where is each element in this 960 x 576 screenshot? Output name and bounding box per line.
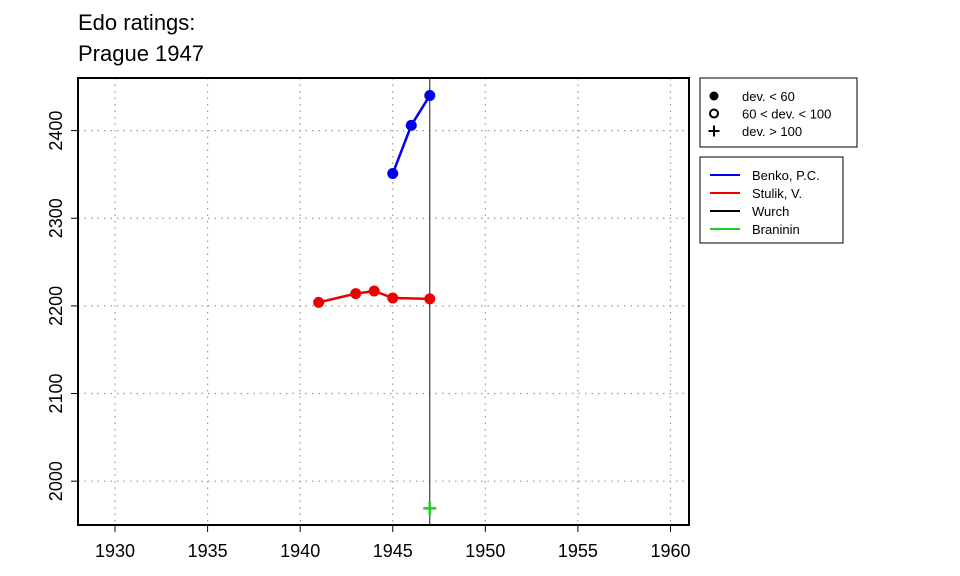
y-axis: 2000 2100 2200 2300 2400 bbox=[46, 111, 78, 501]
y-tick-label: 2400 bbox=[46, 111, 66, 151]
y-tick-label: 2100 bbox=[46, 374, 66, 414]
data-point-plus bbox=[423, 501, 437, 515]
y-tick-label: 2200 bbox=[46, 286, 66, 326]
data-point bbox=[313, 296, 325, 308]
x-tick-label: 1930 bbox=[95, 541, 135, 561]
marker-legend-label: dev. > 100 bbox=[742, 124, 802, 139]
y-tick-label: 2000 bbox=[46, 461, 66, 501]
grid-lines bbox=[78, 78, 689, 525]
series-legend-label: Braninin bbox=[752, 222, 800, 237]
chart-title-line-2: Prague 1947 bbox=[78, 41, 204, 66]
data-point bbox=[387, 168, 399, 180]
legend-plus-icon bbox=[708, 125, 720, 137]
x-axis: 1930 1935 1940 1945 1950 1955 1960 bbox=[95, 525, 691, 561]
x-tick-label: 1955 bbox=[558, 541, 598, 561]
data-point bbox=[405, 119, 417, 131]
series-legend-label: Benko, P.C. bbox=[752, 168, 820, 183]
data-point bbox=[350, 288, 362, 300]
legend-filled-circle-icon bbox=[709, 91, 719, 101]
series-group bbox=[313, 90, 437, 515]
x-tick-label: 1940 bbox=[280, 541, 320, 561]
marker-legend-label: 60 < dev. < 100 bbox=[742, 107, 831, 122]
series-legend-label: Wurch bbox=[752, 204, 789, 219]
marker-legend-box bbox=[699, 77, 858, 148]
legend-open-circle-icon bbox=[709, 108, 719, 119]
data-point bbox=[424, 293, 436, 305]
data-point bbox=[424, 90, 436, 102]
chart-title-line-1: Edo ratings: bbox=[78, 10, 195, 35]
series-legend-label: Stulik, V. bbox=[752, 186, 802, 201]
x-tick-label: 1960 bbox=[650, 541, 690, 561]
marker-legend: dev. < 60 60 < dev. < 100 dev. > 100 bbox=[699, 77, 858, 148]
data-point bbox=[368, 285, 380, 297]
series-line bbox=[391, 94, 431, 174]
series-legend: Benko, P.C. Stulik, V. Wurch Braninin bbox=[699, 156, 844, 244]
plot-frame bbox=[77, 77, 690, 526]
data-point bbox=[387, 292, 399, 304]
x-tick-label: 1945 bbox=[373, 541, 413, 561]
y-tick-label: 2300 bbox=[46, 198, 66, 238]
x-tick-label: 1935 bbox=[188, 541, 228, 561]
x-tick-label: 1950 bbox=[465, 541, 505, 561]
marker-legend-label: dev. < 60 bbox=[742, 89, 795, 104]
